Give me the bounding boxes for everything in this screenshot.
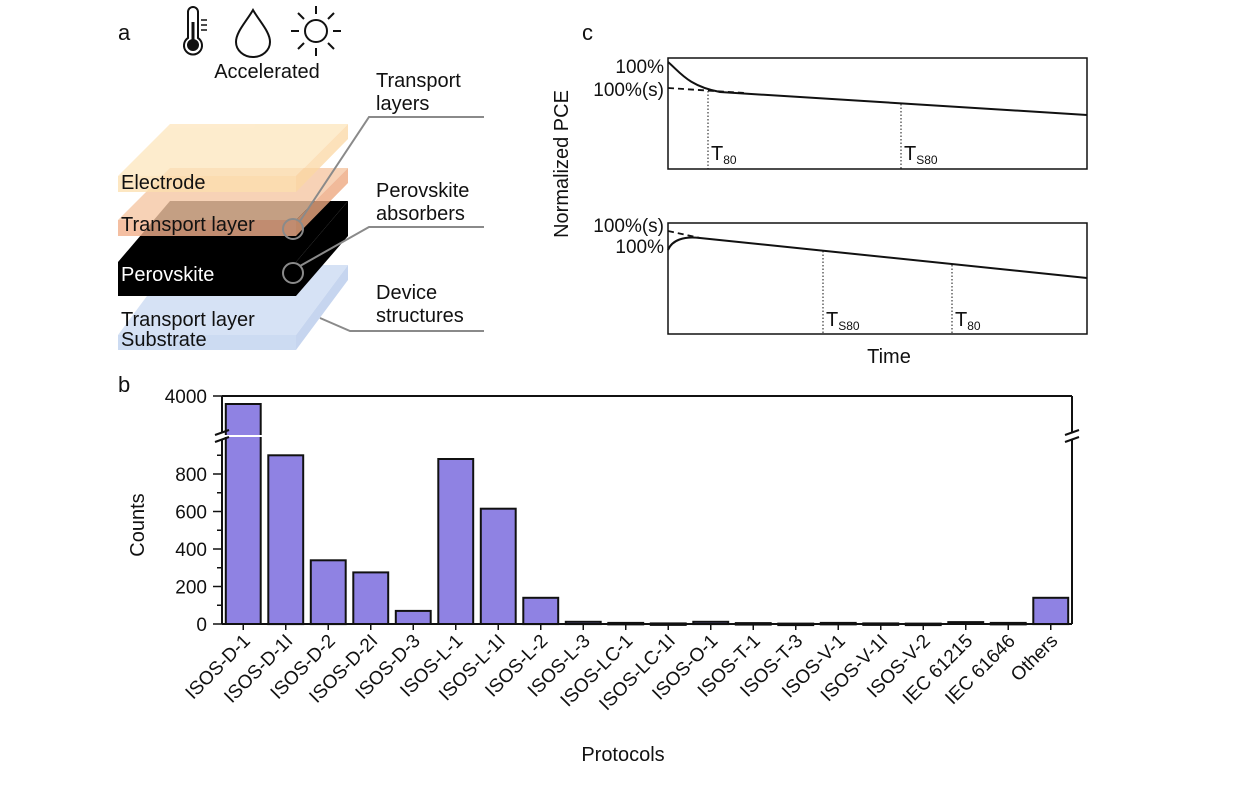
bar-isos-l-2 bbox=[522, 596, 560, 626]
panel-c: Normalized PCE 100% 100%(s) T80 TS80 100… bbox=[551, 57, 1088, 368]
panel-c-bottom-tick-1: 100%(s) bbox=[593, 216, 664, 237]
bar-isos-d-3 bbox=[394, 609, 432, 626]
panel-label-c: c bbox=[582, 20, 593, 45]
bar-isos-l-1i bbox=[479, 507, 517, 626]
bar-isos-l-1 bbox=[437, 458, 475, 625]
panel-b-bar-chart: ISOS-D-1ISOS-D-1IISOS-D-2ISOS-D-2IISOS-D… bbox=[127, 387, 1080, 766]
panel-label-b: b bbox=[118, 372, 130, 397]
water-drop-icon bbox=[234, 8, 272, 58]
panel-c-top-tick-1: 100% bbox=[615, 57, 664, 78]
panel-c-top-degradation-curve bbox=[667, 61, 1088, 116]
bar-isos-d-2 bbox=[309, 559, 347, 626]
y-tick-label: 0 bbox=[196, 615, 207, 636]
panel-c-xlabel: Time bbox=[867, 346, 911, 368]
panel-a: Accelerated Electrode Transport layer Pe… bbox=[118, 6, 484, 351]
bar-isos-d-1i bbox=[267, 454, 305, 626]
panel-c-bottom-stabilized-extrapolation bbox=[667, 230, 701, 239]
bars-layer bbox=[224, 403, 1070, 627]
callout-device-line2: structures bbox=[376, 305, 464, 327]
bar-isos-d-2i bbox=[352, 571, 390, 626]
transport-callout-circle bbox=[282, 218, 304, 240]
panel-label-a: a bbox=[118, 20, 131, 45]
y-tick-label: 4000 bbox=[165, 387, 207, 408]
transport-layer-bottom-label: Transport layer bbox=[121, 309, 255, 331]
panel-c-bottom-degradation-curve bbox=[667, 236, 1088, 279]
panel-b-xlabel: Protocols bbox=[581, 744, 664, 766]
panel-c-bottom-marker-2: T80 bbox=[955, 309, 981, 333]
callout-perovskite-line2: absorbers bbox=[376, 203, 465, 225]
panel-c-top-frame bbox=[667, 57, 1088, 170]
perovskite-callout-circle bbox=[282, 262, 304, 284]
panel-c-ylabel: Normalized PCE bbox=[551, 90, 573, 238]
panel-c-bottom-tick-2: 100% bbox=[615, 237, 664, 258]
panel-c-top-marker-1: T80 bbox=[711, 143, 737, 167]
panel-b-ylabel: Counts bbox=[127, 493, 149, 556]
y-tick-label: 800 bbox=[175, 465, 207, 486]
electrode-label: Electrode bbox=[121, 172, 206, 194]
y-tick-label: 400 bbox=[175, 540, 207, 561]
substrate-label: Substrate bbox=[121, 329, 207, 351]
x-tick-label: Others bbox=[1007, 631, 1062, 686]
axis-break-mark bbox=[214, 436, 230, 443]
bar-others bbox=[1032, 596, 1070, 626]
transport-layer-top-label: Transport layer bbox=[121, 214, 255, 236]
callout-device-line1: Device bbox=[376, 282, 437, 304]
thermometer-icon bbox=[183, 6, 207, 56]
panel-c-top-stabilized-extrapolation bbox=[667, 87, 746, 94]
axis-break-mark bbox=[1064, 436, 1080, 443]
sun-icon bbox=[291, 6, 341, 56]
transport-leader-line bbox=[299, 116, 484, 222]
panel-c-bottom-frame bbox=[667, 222, 1088, 335]
accelerated-label: Accelerated bbox=[214, 61, 320, 83]
callout-transport-line2: layers bbox=[376, 93, 429, 115]
panel-c-bottom-marker-1: TS80 bbox=[826, 309, 860, 333]
device-leader-line bbox=[319, 317, 484, 332]
panel-c-top-marker-2: TS80 bbox=[904, 143, 938, 167]
perovskite-label: Perovskite bbox=[121, 264, 214, 286]
callout-leaders bbox=[282, 116, 484, 332]
axis-break-mark bbox=[1064, 429, 1080, 436]
perovskite-leader-line bbox=[299, 226, 484, 267]
axes-layer bbox=[213, 395, 1080, 630]
callout-transport-line1: Transport bbox=[376, 70, 461, 92]
panel-c-top-tick-2: 100%(s) bbox=[593, 80, 664, 101]
electrode-layer bbox=[118, 124, 348, 192]
y-tick-label: 600 bbox=[175, 503, 207, 524]
axis-break-mark bbox=[214, 429, 230, 436]
y-tick-label: 200 bbox=[175, 578, 207, 599]
callout-perovskite-line1: Perovskite bbox=[376, 180, 469, 202]
